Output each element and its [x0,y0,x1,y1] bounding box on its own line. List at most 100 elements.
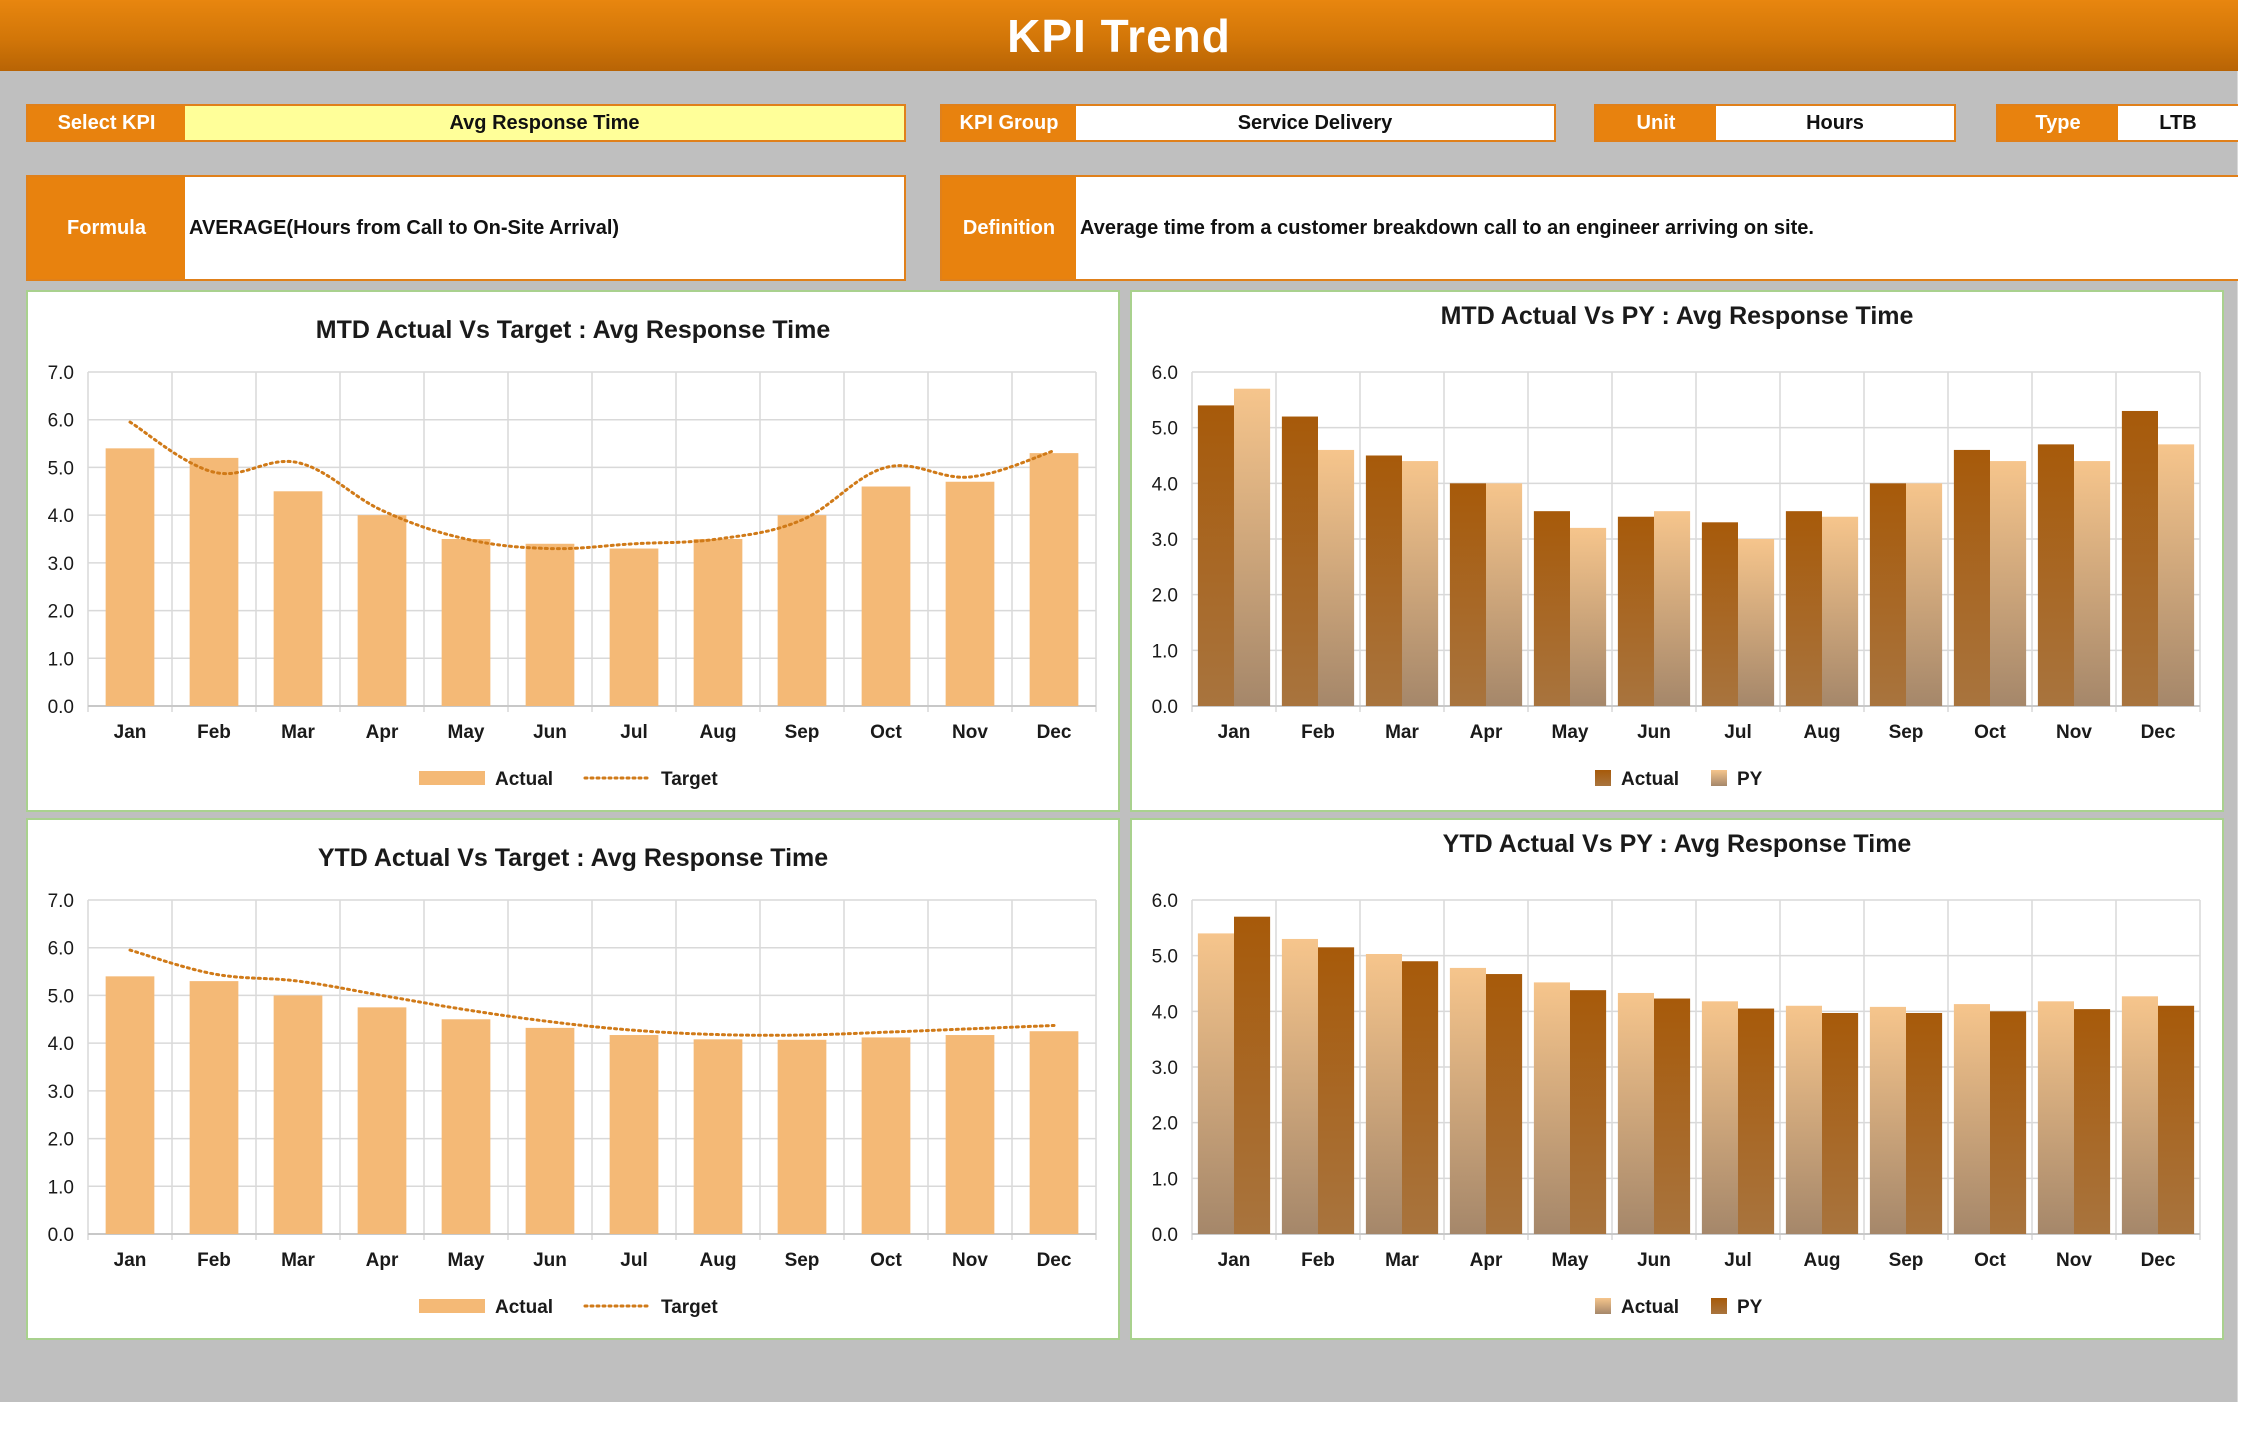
x-tick-label-nov: Nov [2056,1250,2092,1271]
y-tick-label: 3.0 [1152,1058,1178,1079]
bar-actual-may [441,539,491,706]
bar-actual-jul [1701,522,1738,706]
x-tick-label-sep: Sep [785,722,820,743]
ytd-actual-vs-target-panel: YTD Actual Vs Target : Avg Response Time… [26,818,1120,1340]
type-label: Type [1998,106,2118,140]
ytd-actual-vs-py-panel: YTD Actual Vs PY : Avg Response Time 0.0 1… [1130,818,2224,1340]
y-tick-label: 6.0 [48,411,74,432]
y-tick-label: 0.0 [48,1225,74,1246]
y-tick-label: 4.0 [48,1034,74,1055]
bar-actual-feb [189,981,239,1234]
bar-actual-aug [693,1039,743,1234]
legend-label-target: Target [661,769,718,790]
bar-py-jun [1654,511,1691,706]
x-tick-label-aug: Aug [1804,722,1841,743]
kpi-group-label: KPI Group [942,106,1076,140]
bar-actual-sep [777,1039,827,1234]
bar-actual-jun [1617,992,1654,1234]
bar-actual-oct [861,1037,911,1234]
bar-actual-apr [357,515,407,706]
y-tick-label: 2.0 [48,602,74,623]
bar-py-may [1570,990,1607,1234]
y-tick-label: 0.0 [48,697,74,718]
x-tick-label-nov: Nov [2056,722,2092,743]
bar-actual-jul [609,548,659,706]
bar-actual-jan [1197,933,1234,1234]
mtd-actual-vs-target-panel: MTD Actual Vs Target : Avg Response Time… [26,290,1120,812]
legend-item-target: Target [583,1297,718,1318]
legend-item-target: Target [583,769,718,790]
line-target [128,420,1056,551]
x-tick-label-jun: Jun [1637,1250,1671,1271]
x-tick-label-aug: Aug [700,1250,737,1271]
y-tick-label: 2.0 [1152,586,1178,607]
bar-py-mar [1402,961,1439,1234]
chart-title: YTD Actual Vs PY : Avg Response Time [1443,830,1912,858]
select-kpi-field: Select KPI Avg Response Time [26,104,906,142]
bar-actual-jan [105,976,155,1234]
bar-actual-apr [357,1007,407,1234]
legend-label-actual: Actual [1621,769,1679,790]
y-tick-label: 3.0 [48,554,74,575]
unit-label: Unit [1596,106,1716,140]
unit-value: Hours [1806,111,1864,134]
x-tick-label-oct: Oct [1974,1250,2006,1271]
bar-actual-feb [189,457,239,706]
ytd-actual-vs-target-chart: YTD Actual Vs Target : Avg Response Time… [48,844,1097,1318]
legend-swatch-actual [419,1299,485,1313]
title-bar: KPI Trend [0,0,2238,71]
legend-swatch-py [1711,770,1727,786]
legend-label-py: PY [1737,1297,1763,1318]
select-kpi-label: Select KPI [28,106,185,140]
bar-actual-apr [1449,967,1486,1234]
bar-actual-mar [273,491,323,706]
bar-actual-oct [861,486,911,706]
bar-py-aug [1822,516,1859,706]
bar-py-dec [2158,1005,2195,1234]
x-tick-label-dec: Dec [1037,1250,1072,1271]
x-tick-label-mar: Mar [281,722,315,743]
formula-label: Formula [28,177,185,279]
legend-swatch-actual [419,771,485,785]
legend-item-actual: Actual [1595,1297,1679,1318]
bar-actual-dec [1029,1031,1079,1234]
y-tick-label: 4.0 [48,506,74,527]
bar-py-mar [1402,461,1439,706]
x-tick-label-jan: Jan [1218,722,1251,743]
bar-actual-aug [1785,511,1822,706]
x-tick-label-jun: Jun [533,1250,567,1271]
mtd-actual-vs-py-panel: MTD Actual Vs PY : Avg Response Time 0.0 1… [1130,290,2224,812]
y-tick-label: 7.0 [48,891,74,912]
select-kpi-dropdown[interactable]: Avg Response Time [185,106,904,140]
bar-actual-may [441,1019,491,1234]
bar-actual-sep [1869,483,1906,706]
bar-actual-oct [1953,449,1990,706]
y-tick-label: 2.0 [1152,1114,1178,1135]
x-tick-label-may: May [1552,1250,1589,1271]
x-tick-label-mar: Mar [281,1250,315,1271]
bar-py-oct [1990,461,2027,706]
bar-actual-mar [273,995,323,1234]
bar-py-apr [1486,974,1523,1234]
legend-swatch-py [1711,1298,1727,1314]
x-tick-label-apr: Apr [1470,1250,1503,1271]
y-tick-label: 3.0 [48,1082,74,1103]
y-tick-label: 0.0 [1152,1225,1178,1246]
bar-actual-jan [105,448,155,706]
type-field: Type LTB [1996,104,2238,142]
y-tick-label: 0.0 [1152,697,1178,718]
y-tick-label: 6.0 [1152,891,1178,912]
x-tick-label-feb: Feb [1301,722,1335,743]
bar-actual-mar [1365,953,1402,1234]
x-tick-label-oct: Oct [1974,722,2006,743]
chart-title: MTD Actual Vs Target : Avg Response Time [316,316,831,344]
y-tick-label: 7.0 [48,363,74,384]
bar-py-may [1570,527,1607,706]
bar-py-jun [1654,998,1691,1234]
bar-actual-oct [1953,1004,1990,1234]
mtd-actual-vs-py-chart: MTD Actual Vs PY : Avg Response Time 0.0 1… [1152,302,2201,790]
bar-actual-jan [1197,405,1234,706]
x-tick-label-mar: Mar [1385,1250,1419,1271]
x-tick-label-feb: Feb [1301,1250,1335,1271]
x-tick-label-may: May [448,1250,485,1271]
